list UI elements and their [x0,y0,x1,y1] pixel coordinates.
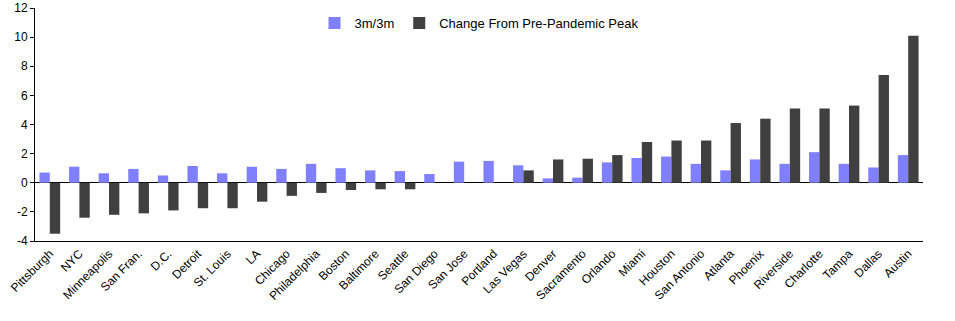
svg-text:6: 6 [21,89,28,103]
svg-text:Pittsburgh: Pittsburgh [8,247,56,295]
svg-text:Miami: Miami [616,247,649,280]
svg-text:Minneapolis: Minneapolis [60,247,115,302]
svg-text:Change From Pre-Pandemic Peak: Change From Pre-Pandemic Peak [439,16,638,31]
svg-text:Charlotte: Charlotte [781,247,826,292]
svg-text:10: 10 [14,30,28,44]
svg-text:Philadelphia: Philadelphia [266,247,322,303]
svg-text:Baltimore: Baltimore [336,247,382,293]
svg-text:0: 0 [21,176,28,190]
svg-text:-4: -4 [17,234,28,248]
svg-text:3m/3m: 3m/3m [355,16,395,31]
svg-text:St. Louis: St. Louis [191,247,234,290]
svg-text:2: 2 [21,147,28,161]
svg-text:Orlando: Orlando [578,247,618,287]
svg-text:LA: LA [243,247,263,267]
svg-text:4: 4 [21,118,28,132]
svg-text:Chicago: Chicago [252,247,293,288]
svg-text:Portland: Portland [459,247,501,289]
svg-text:D.C.: D.C. [148,247,175,274]
svg-text:8: 8 [21,59,28,73]
svg-text:San Jose: San Jose [425,247,471,293]
svg-text:San Antonio: San Antonio [652,247,708,303]
svg-text:Phoenix: Phoenix [726,247,767,288]
svg-text:San Fran.: San Fran. [98,247,145,294]
svg-text:Atlanta: Atlanta [701,247,738,284]
svg-text:Denver: Denver [522,247,559,284]
svg-text:Tampa: Tampa [820,247,856,283]
svg-text:12: 12 [14,1,28,15]
svg-text:Riverside: Riverside [751,247,796,292]
svg-text:Houston: Houston [636,247,678,289]
svg-text:San Diego: San Diego [391,247,441,297]
svg-text:Las Vegas: Las Vegas [480,247,530,297]
svg-text:Austin: Austin [881,247,914,280]
svg-text:Sacramento: Sacramento [533,247,589,303]
svg-text:-2: -2 [17,205,28,219]
svg-text:Detroit: Detroit [169,246,204,281]
svg-text:Dallas: Dallas [851,247,884,280]
svg-text:Boston: Boston [316,247,352,283]
svg-text:NYC: NYC [58,247,86,275]
svg-text:Seattle: Seattle [375,247,412,284]
